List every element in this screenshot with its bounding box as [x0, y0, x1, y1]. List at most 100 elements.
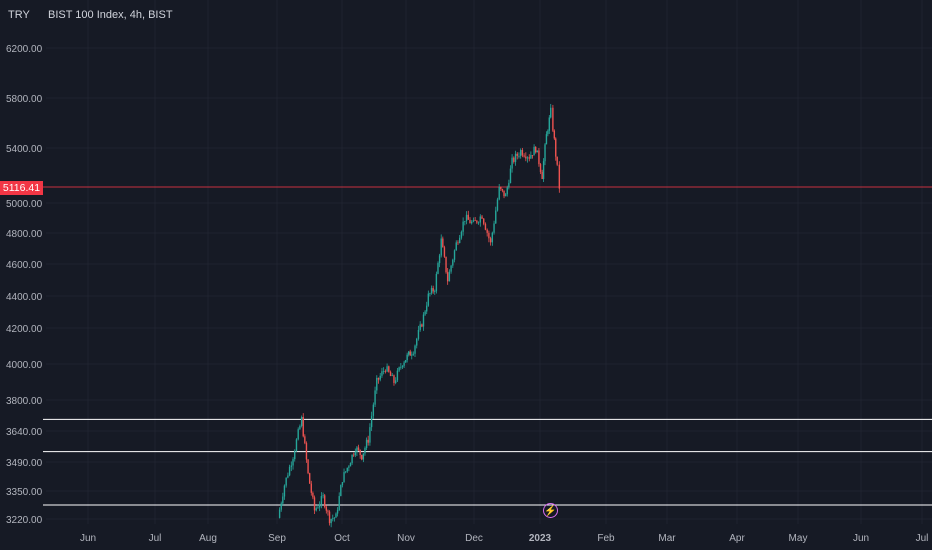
candle-body [282, 496, 284, 504]
candle-body [542, 161, 545, 179]
candle-body [394, 380, 397, 383]
candle-body [555, 138, 557, 157]
candle-body [353, 454, 355, 456]
candle-body [382, 370, 385, 372]
candle-body [401, 365, 404, 367]
candle-body [525, 156, 527, 159]
candle-body [404, 360, 407, 363]
candle-body [365, 439, 368, 449]
candle-body [320, 496, 323, 505]
lightning-icon[interactable]: ⚡ [543, 503, 558, 518]
candle-body [336, 510, 339, 514]
candle-body [445, 256, 447, 273]
candle-body [535, 146, 537, 153]
y-tick-label: 4800.00 [6, 229, 43, 240]
candle-body [479, 216, 481, 223]
candle-body [435, 273, 438, 292]
candle-body [438, 255, 441, 264]
candle-body [398, 367, 400, 371]
candle-body [536, 150, 539, 153]
candle-body [427, 293, 430, 306]
candle-body [305, 443, 308, 460]
candle-body [533, 146, 535, 156]
candle-body [381, 371, 383, 376]
candle-body [488, 232, 490, 239]
candle-body [521, 149, 524, 156]
candle-body [493, 223, 495, 233]
y-tick-label: 4200.00 [6, 324, 43, 335]
y-tick-label: 5000.00 [6, 199, 43, 210]
candle-body [452, 259, 454, 266]
candle-body [308, 473, 311, 484]
candle-body [531, 155, 534, 156]
candle-body [422, 314, 425, 327]
candle-body [547, 130, 549, 135]
y-tick-label: 3640.00 [6, 427, 43, 438]
candle-body [476, 220, 478, 223]
candle-body [465, 214, 468, 221]
candle-body [302, 417, 304, 437]
candle-body [310, 483, 312, 493]
candle-body [430, 288, 433, 294]
candle-body [506, 187, 508, 195]
candle-body [297, 429, 299, 440]
x-tick-label: Oct [334, 533, 350, 544]
y-tick-label: 4000.00 [6, 360, 43, 371]
candle-body [379, 375, 381, 380]
candle-body [322, 495, 324, 497]
candle-body [462, 221, 464, 232]
candle-body [300, 417, 303, 426]
candle-body [548, 117, 551, 131]
candle-body [376, 377, 378, 391]
candle-body [539, 164, 542, 172]
candle-body [304, 436, 306, 444]
candle-body [545, 134, 548, 145]
candle-body [294, 451, 296, 460]
candle-body [290, 465, 293, 467]
y-tick-label: 6200.00 [6, 44, 43, 55]
candle-body [393, 375, 395, 383]
candles [278, 103, 561, 528]
candle-body [457, 242, 459, 244]
candle-body [483, 218, 485, 224]
candle-body [327, 510, 329, 512]
x-tick-label: Jun [853, 533, 869, 544]
candle-body [509, 168, 512, 184]
y-tick-label: 5800.00 [6, 94, 43, 105]
candle-body [292, 459, 294, 466]
candle-body [362, 453, 365, 460]
candle-body [278, 509, 281, 518]
candle-body [412, 353, 414, 355]
candle-body [330, 518, 332, 524]
candle-body [354, 451, 357, 456]
candle-body [453, 250, 456, 260]
x-tick-label: Jun [80, 533, 96, 544]
symbol-title[interactable]: BIST 100 Index, 4h, BIST [48, 9, 173, 21]
candle-body [417, 329, 420, 339]
candle-body [495, 210, 497, 224]
candle-body [335, 513, 337, 518]
candle-body [357, 447, 360, 450]
candle-body [374, 390, 376, 405]
candle-body [434, 291, 436, 293]
candle-body [409, 351, 411, 356]
candle-body [501, 189, 504, 191]
candle-body [295, 439, 298, 452]
candle-body [313, 497, 316, 511]
candle-body [467, 214, 469, 220]
candle-body [377, 377, 380, 380]
x-tick-label: Mar [658, 533, 676, 544]
candle-body [384, 370, 387, 372]
candle-body [450, 265, 452, 272]
x-tick-label: 2023 [529, 533, 552, 544]
candle-body [356, 447, 358, 452]
candle-body [340, 485, 342, 497]
candle-body [288, 466, 291, 476]
candle-body [446, 272, 449, 282]
x-tick-label: Sep [268, 533, 286, 544]
y-tick-label: 5400.00 [6, 144, 43, 155]
candle-body [511, 157, 513, 169]
candle-body [328, 511, 331, 524]
y-tick-label: 3220.00 [6, 515, 43, 526]
